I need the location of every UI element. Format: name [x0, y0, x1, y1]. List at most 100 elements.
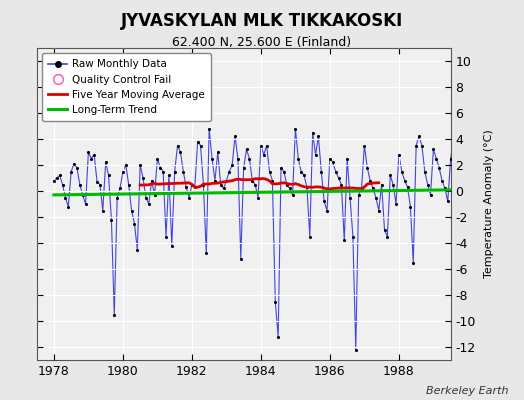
Point — [352, 346, 360, 353]
Point — [50, 178, 58, 184]
Point — [429, 146, 438, 153]
Point — [104, 172, 113, 178]
Point — [334, 175, 343, 181]
Point — [329, 159, 337, 166]
Point — [326, 155, 334, 162]
Point — [216, 181, 225, 188]
Point — [147, 178, 156, 184]
Point — [303, 184, 311, 190]
Point — [119, 168, 127, 175]
Point — [211, 178, 219, 184]
Point — [191, 184, 199, 190]
Point — [412, 142, 420, 149]
Point — [136, 162, 144, 168]
Point — [300, 172, 308, 178]
Point — [176, 149, 184, 155]
Point — [277, 164, 285, 171]
Text: Berkeley Earth: Berkeley Earth — [426, 386, 508, 396]
Point — [102, 159, 110, 166]
Legend: Raw Monthly Data, Quality Control Fail, Five Year Moving Average, Long-Term Tren: Raw Monthly Data, Quality Control Fail, … — [42, 53, 211, 121]
Point — [291, 126, 300, 132]
Point — [122, 162, 130, 168]
Point — [400, 178, 409, 184]
Point — [263, 142, 271, 149]
Point — [386, 172, 395, 178]
Y-axis label: Temperature Anomaly (°C): Temperature Anomaly (°C) — [484, 130, 494, 278]
Point — [202, 250, 211, 257]
Point — [113, 194, 122, 201]
Point — [125, 181, 133, 188]
Point — [363, 164, 372, 171]
Point — [337, 181, 346, 188]
Point — [254, 194, 262, 201]
Point — [199, 181, 208, 188]
Point — [87, 155, 95, 162]
Point — [196, 142, 205, 149]
Point — [165, 172, 173, 178]
Point — [231, 133, 239, 140]
Point — [435, 164, 443, 171]
Point — [130, 220, 139, 227]
Point — [222, 178, 231, 184]
Point — [52, 175, 61, 181]
Point — [220, 185, 228, 192]
Point — [90, 151, 99, 158]
Point — [305, 233, 314, 240]
Point — [288, 192, 297, 198]
Point — [395, 151, 403, 158]
Point — [173, 142, 182, 149]
Point — [179, 168, 188, 175]
Point — [205, 126, 213, 132]
Point — [343, 155, 351, 162]
Point — [421, 168, 429, 175]
Point — [389, 181, 397, 188]
Point — [93, 179, 101, 185]
Point — [332, 168, 340, 175]
Point — [268, 178, 277, 184]
Point — [377, 181, 386, 188]
Point — [188, 181, 196, 188]
Point — [314, 133, 323, 140]
Point — [170, 168, 179, 175]
Text: 62.400 N, 25.600 E (Finland): 62.400 N, 25.600 E (Finland) — [172, 36, 352, 49]
Text: JYVASKYLAN MLK TIKKAKOSKI: JYVASKYLAN MLK TIKKAKOSKI — [121, 12, 403, 30]
Point — [228, 162, 236, 168]
Point — [248, 178, 256, 184]
Point — [455, 168, 463, 175]
Point — [423, 181, 432, 188]
Point — [141, 194, 150, 201]
Point — [242, 146, 250, 153]
Point — [245, 155, 254, 162]
Point — [107, 216, 116, 223]
Point — [70, 160, 78, 167]
Point — [75, 181, 84, 188]
Point — [380, 227, 389, 233]
Point — [309, 129, 317, 136]
Point — [369, 185, 377, 192]
Point — [259, 151, 268, 158]
Point — [61, 194, 70, 201]
Point — [84, 149, 93, 155]
Point — [81, 201, 90, 207]
Point — [406, 203, 414, 210]
Point — [116, 185, 124, 192]
Point — [168, 242, 176, 249]
Point — [150, 192, 159, 198]
Point — [110, 311, 118, 318]
Point — [282, 181, 291, 188]
Point — [415, 133, 423, 140]
Point — [280, 168, 288, 175]
Point — [208, 155, 216, 162]
Point — [340, 237, 348, 244]
Point — [162, 233, 170, 240]
Point — [271, 298, 279, 305]
Point — [444, 198, 452, 205]
Point — [156, 164, 165, 171]
Point — [225, 168, 234, 175]
Point — [234, 155, 242, 162]
Point — [297, 168, 305, 175]
Point — [153, 155, 161, 162]
Point — [427, 192, 435, 198]
Point — [251, 181, 259, 188]
Point — [311, 151, 320, 158]
